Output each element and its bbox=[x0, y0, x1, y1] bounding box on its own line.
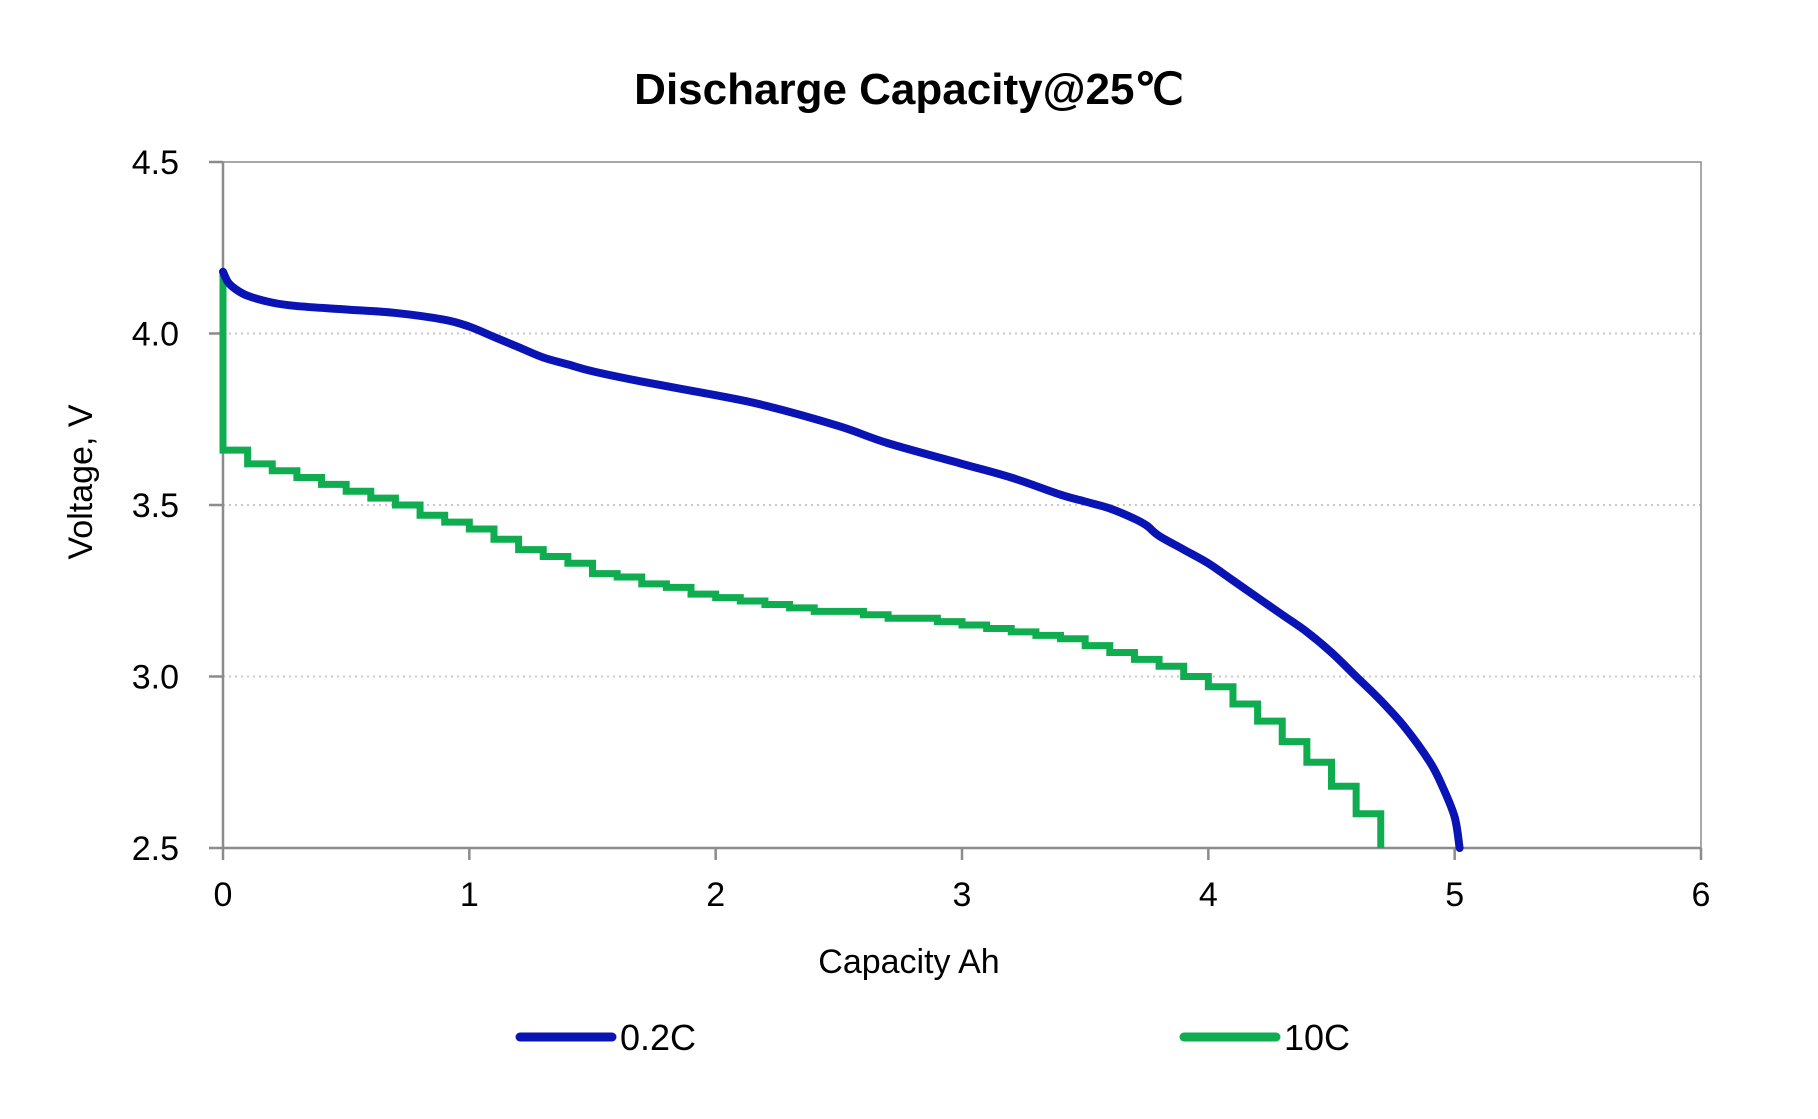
x-axis-label: Capacity Ah bbox=[818, 943, 999, 981]
series-line-0.2c bbox=[219, 267, 1464, 852]
x-tick-label: 6 bbox=[1692, 876, 1711, 914]
x-tick-label: 0 bbox=[214, 876, 233, 914]
y-axis-label: Voltage, V bbox=[62, 404, 100, 559]
y-tick-label: 4.0 bbox=[132, 316, 179, 354]
y-axis-ticks: 2.5 3.0 3.5 4.0 4.5 bbox=[132, 144, 223, 868]
x-tick-label: 5 bbox=[1445, 876, 1464, 914]
x-tick-label: 1 bbox=[460, 876, 479, 914]
legend: 0.2C 10C bbox=[515, 1017, 1350, 1058]
x-tick-label: 4 bbox=[1199, 876, 1218, 914]
y-tick-label: 4.5 bbox=[132, 144, 179, 182]
x-tick-label: 3 bbox=[953, 876, 972, 914]
chart-title: Discharge Capacity@25℃ bbox=[634, 65, 1184, 114]
series-line-10c bbox=[219, 271, 1385, 848]
x-axis-ticks: 0 1 2 3 4 5 6 bbox=[214, 848, 1711, 914]
legend-label-0.2c: 0.2C bbox=[620, 1017, 696, 1058]
gridlines bbox=[223, 332, 1701, 678]
series-lines bbox=[219, 267, 1464, 852]
x-tick-label: 2 bbox=[706, 876, 725, 914]
legend-label-10c: 10C bbox=[1284, 1017, 1350, 1058]
y-tick-label: 2.5 bbox=[132, 830, 179, 868]
y-tick-label: 3.0 bbox=[132, 659, 179, 697]
y-tick-label: 3.5 bbox=[132, 487, 179, 525]
